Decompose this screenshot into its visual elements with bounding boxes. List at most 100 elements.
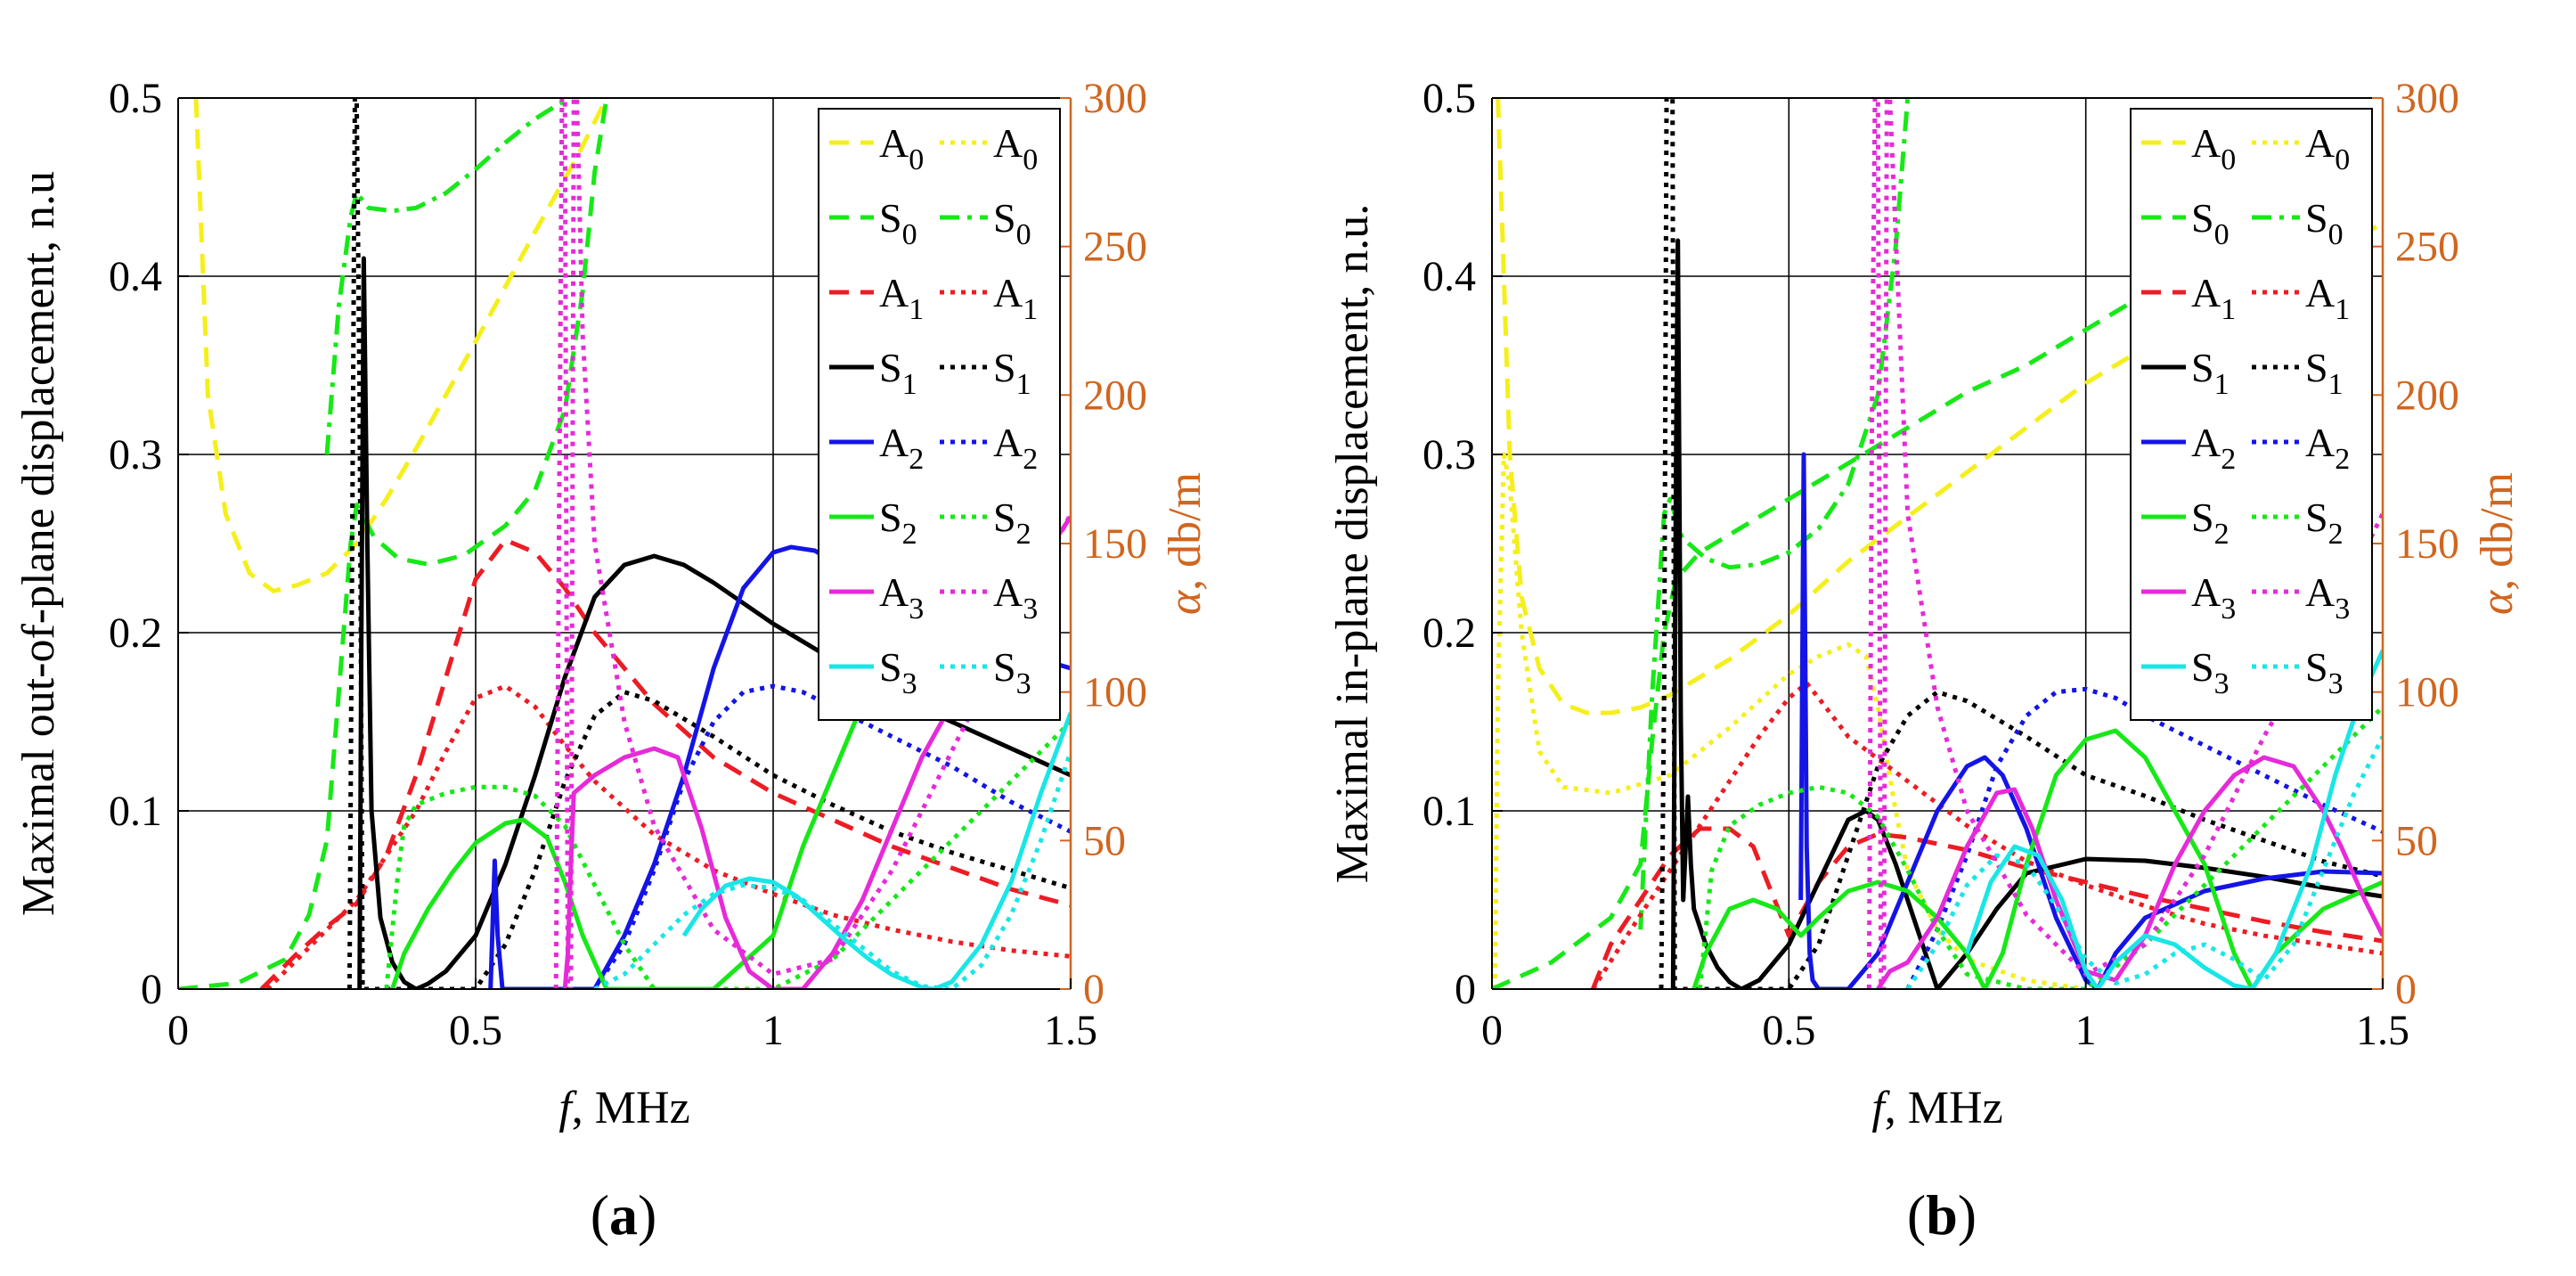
legend-label: S1 (993, 345, 1031, 401)
series-s1-dotted (346, 98, 1071, 989)
chart-panel-b: 0 0.1 0.2 0.3 0.4 0.5 0 50 100 150 200 250 300 0 0.5 1 1… (1327, 75, 2523, 1247)
legend-label: S0 (2305, 195, 2344, 251)
legend-label: S2 (879, 495, 917, 551)
legend-label: A1 (2305, 270, 2350, 326)
legend-label: S1 (879, 345, 917, 401)
x-tick-label: 1.5 (1044, 1007, 1097, 1054)
legend-label: S1 (2305, 345, 2344, 401)
legend-label: A2 (2191, 420, 2236, 476)
y-tick-label: 0.1 (109, 788, 162, 835)
legend-label: S3 (993, 644, 1031, 700)
y-tick-label: 0.3 (1423, 431, 1476, 478)
legend: A0 A0 S0 S0 A1 A1 S1 S1 A2 A2 S2 S2 A3 A3 S3 S3 (818, 108, 1061, 721)
y2-axis-label-unit: , db/m (2472, 472, 2523, 591)
series-a2-solid (1798, 452, 2383, 989)
series-s3-solid (681, 712, 1071, 989)
series-a2-dotted (1905, 686, 2383, 989)
legend-label: S2 (2191, 495, 2230, 551)
y-tick-label: 0.5 (109, 75, 162, 122)
y2-axis-label-var: α (2472, 589, 2523, 615)
y-tick-label: 0.2 (1423, 609, 1476, 657)
legend-label: A3 (879, 569, 924, 626)
x-tick-label: 0 (1481, 1007, 1503, 1054)
y-tick-label: 0 (141, 966, 162, 1013)
legend-label: A0 (2305, 120, 2350, 176)
y2-axis-label-unit: , db/m (1160, 472, 1211, 591)
legend-label: A1 (993, 270, 1038, 326)
y2-tick-label: 250 (1083, 224, 1147, 271)
series-s0-dashed (1492, 291, 2147, 989)
y2-tick-label: 300 (2395, 75, 2459, 122)
legend-label: S3 (879, 644, 917, 700)
y2-tick-label: 100 (2395, 669, 2459, 716)
legend-label: S3 (2191, 644, 2230, 700)
series-s2-dotted (384, 720, 1071, 989)
legend-label: A0 (879, 120, 924, 176)
y2-tick-label: 200 (2395, 372, 2459, 419)
series-a2-dotted (592, 683, 1071, 989)
series-a0-dashed (193, 98, 609, 593)
x-axis-label-unit: , MHz (1885, 1083, 2003, 1133)
series-s2-solid (390, 632, 894, 989)
y2-tick-label: 250 (2395, 224, 2459, 271)
legend-label: A0 (2191, 120, 2236, 176)
chart-panel-a: 0 0.1 0.2 0.3 0.4 0.5 0 50 100 150 200 250 300 0 0.5 1 1… (13, 75, 1211, 1247)
y-tick-label: 0.3 (109, 431, 162, 478)
x-tick-label: 0.5 (449, 1007, 502, 1054)
x-tick-label: 1 (2075, 1007, 2097, 1054)
y-tick-label: 0.1 (1423, 788, 1476, 835)
y-tick-label: 0.4 (109, 253, 162, 300)
y2-axis-label: α, db/m (1160, 472, 1211, 615)
panel-label-b: (b) (1907, 1183, 1977, 1247)
y2-tick-label: 50 (2395, 817, 2438, 864)
x-axis-label: f, MHz (1871, 1083, 2002, 1133)
x-tick-label: 0 (167, 1007, 189, 1054)
y2-axis-label: α, db/m (2472, 472, 2523, 615)
legend-label: S1 (2191, 345, 2230, 401)
legend-box (818, 108, 1061, 721)
series-s0-dashed (178, 98, 609, 989)
y-tick-label: 0.4 (1423, 253, 1476, 300)
legend-label: A2 (993, 420, 1038, 476)
legend-label: S2 (2305, 495, 2344, 551)
series-a1-dashed (1590, 826, 2383, 989)
legend-label: A1 (879, 270, 924, 326)
y-tick-label: 0.2 (109, 609, 162, 657)
y2-tick-label: 300 (1083, 75, 1147, 122)
series-s3-dotted (593, 750, 1071, 989)
legend-label: A3 (2305, 569, 2350, 626)
x-axis-label: f, MHz (558, 1083, 689, 1133)
y2-tick-label: 0 (2395, 966, 2417, 1013)
series-s0-dashdot (1638, 98, 1911, 930)
series-s1-solid (1670, 238, 2383, 989)
series-s2-dotted (1697, 705, 2383, 989)
x-tick-label: 0.5 (1762, 1007, 1815, 1054)
x-axis-label-unit: , MHz (572, 1083, 690, 1133)
series-s1-dotted (1659, 98, 2383, 989)
legend-label: A3 (2191, 569, 2236, 626)
x-tick-label: 1.5 (2356, 1007, 2409, 1054)
legend-label: S0 (879, 195, 917, 251)
y-axis-label: Maximal out-of-plane displacement, n.u (13, 171, 64, 916)
legend-label: A1 (2191, 270, 2236, 326)
y2-tick-label: 0 (1083, 966, 1105, 1013)
panel-label-a: (a) (591, 1183, 657, 1247)
legend-box (2130, 108, 2373, 721)
series-a1-dotted (1591, 681, 2383, 989)
legend-label: S2 (993, 495, 1031, 551)
series-s3-solid (1964, 649, 2383, 989)
y2-tick-label: 200 (1083, 372, 1147, 419)
legend-label: S0 (993, 195, 1031, 251)
series-s2-solid (1692, 728, 2383, 989)
series-group (1492, 98, 2383, 989)
legend-label: A2 (879, 420, 924, 476)
legend-label: S0 (2191, 195, 2230, 251)
legend-label: A3 (993, 569, 1038, 626)
legend-label: S3 (2305, 644, 2344, 700)
y-tick-label: 0 (1455, 966, 1476, 1013)
y2-tick-label: 150 (2395, 520, 2459, 568)
legend-label: A0 (993, 120, 1038, 176)
y2-tick-label: 150 (1083, 520, 1147, 568)
y2-tick-label: 50 (1083, 817, 1126, 864)
